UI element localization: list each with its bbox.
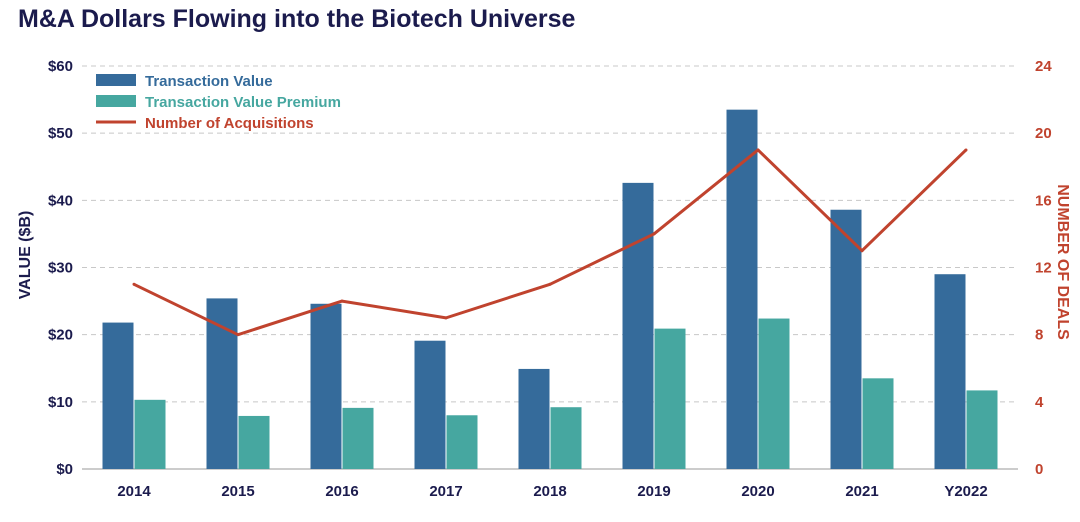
x-tick-label: Y2022: [944, 483, 987, 500]
point-number-of-acquisitions: [756, 148, 760, 152]
point-number-of-acquisitions: [236, 333, 240, 337]
bars: [102, 109, 998, 470]
bar-transaction-value-premium: [966, 390, 998, 469]
right-tick-label: 4: [1035, 394, 1044, 411]
point-number-of-acquisitions: [652, 232, 656, 236]
left-tick-label: $0: [56, 461, 73, 478]
y2-axis-label: NUMBER OF DEALS: [1054, 184, 1071, 340]
y-axis-label: VALUE ($B): [17, 211, 34, 300]
point-number-of-acquisitions: [444, 316, 448, 320]
legend-label-transaction-value-premium: Transaction Value Premium: [145, 94, 341, 111]
bar-transaction-value-premium: [758, 318, 790, 469]
bar-transaction-value: [310, 303, 342, 469]
left-tick-label: $50: [48, 125, 73, 142]
bar-transaction-value: [206, 298, 238, 469]
legend: Transaction Value Transaction Value Prem…: [96, 73, 341, 132]
right-tick-label: 20: [1035, 125, 1052, 142]
right-tick-label: 8: [1035, 327, 1043, 344]
bar-transaction-value: [934, 274, 966, 469]
bar-transaction-value: [830, 209, 862, 469]
x-tick-label: 2020: [741, 483, 774, 500]
legend-swatch-transaction-value: [96, 74, 136, 86]
x-tick-label: 2018: [533, 483, 566, 500]
legend-label-transaction-value: Transaction Value: [145, 73, 273, 90]
bar-transaction-value-premium: [862, 378, 894, 469]
x-tick-label: 2017: [429, 483, 462, 500]
bar-transaction-value-premium: [550, 407, 582, 469]
legend-label-number-of-acquisitions: Number of Acquisitions: [145, 115, 314, 132]
x-axis-ticks: 2014 2015 2016 2017 2018 2019 2020 2021 Y2022: [117, 483, 987, 500]
left-tick-label: $60: [48, 58, 73, 75]
right-tick-label: 24: [1035, 58, 1052, 75]
bar-transaction-value: [102, 322, 134, 469]
left-tick-label: $20: [48, 327, 73, 344]
point-number-of-acquisitions: [132, 282, 136, 286]
right-tick-label: 12: [1035, 260, 1052, 277]
bar-transaction-value: [622, 182, 654, 469]
left-tick-label: $10: [48, 394, 73, 411]
x-tick-label: 2019: [637, 483, 670, 500]
right-axis-ticks: 0 4 8 12 16 20 24: [1035, 58, 1052, 478]
acquisitions-line: [132, 148, 968, 337]
right-tick-label: 16: [1035, 192, 1052, 209]
left-tick-label: $40: [48, 192, 73, 209]
point-number-of-acquisitions: [860, 249, 864, 253]
bar-transaction-value-premium: [654, 328, 686, 469]
left-tick-label: $30: [48, 260, 73, 277]
right-tick-label: 0: [1035, 461, 1043, 478]
x-tick-label: 2016: [325, 483, 358, 500]
bar-transaction-value-premium: [342, 407, 374, 469]
x-tick-label: 2021: [845, 483, 878, 500]
bar-transaction-value-premium: [238, 415, 270, 469]
x-tick-label: 2015: [221, 483, 254, 500]
x-tick-label: 2014: [117, 483, 151, 500]
point-number-of-acquisitions: [548, 282, 552, 286]
point-number-of-acquisitions: [340, 299, 344, 303]
legend-swatch-transaction-value-premium: [96, 95, 136, 107]
point-number-of-acquisitions: [964, 148, 968, 152]
bar-transaction-value: [518, 368, 550, 469]
bar-transaction-value: [414, 340, 446, 469]
bar-transaction-value-premium: [446, 415, 478, 469]
left-axis-ticks: $0 $10 $20 $30 $40 $50 $60: [48, 58, 73, 478]
chart-title: M&A Dollars Flowing into the Biotech Uni…: [18, 5, 576, 33]
bar-transaction-value-premium: [134, 399, 166, 469]
